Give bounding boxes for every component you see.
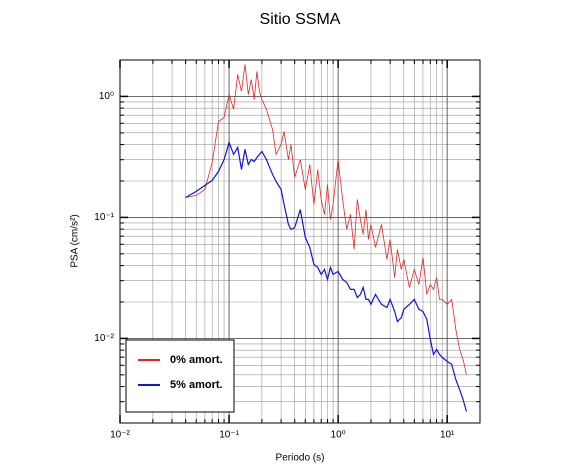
- x-tick-label: 10⁻¹: [219, 430, 239, 441]
- legend-box: [125, 339, 235, 413]
- legend-label: 5% amort.: [170, 379, 223, 391]
- x-tick-label: 10¹: [440, 430, 455, 441]
- chart-title: Sitio SSMA: [260, 11, 341, 28]
- x-tick-label: 10⁰: [331, 430, 346, 441]
- x-axis-label: Periodo (s): [276, 453, 325, 464]
- x-tick-label: 10⁻²: [110, 430, 130, 441]
- y-tick-label: 10⁻²: [94, 333, 114, 344]
- series-line: [185, 64, 467, 375]
- legend-label: 0% amort.: [170, 354, 223, 366]
- y-axis-label: PSA (cm/s²): [70, 214, 81, 267]
- y-tick-label: 10⁻¹: [94, 212, 114, 223]
- series-line: [185, 140, 467, 412]
- plot-frame: [119, 59, 481, 424]
- y-tick-label: 10⁰: [99, 91, 114, 102]
